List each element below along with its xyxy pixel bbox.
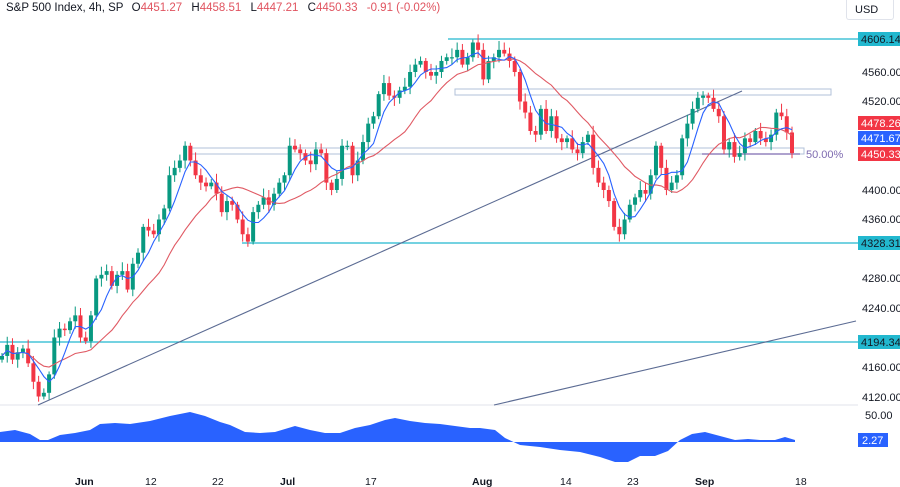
level-tag-4328: 4328.31 [861, 238, 900, 250]
candlestick-series [0, 34, 794, 402]
oscillator-value-tag-bg [858, 433, 888, 447]
ma-slow-tag-bg [858, 116, 900, 130]
low-label: L [250, 2, 257, 14]
high-label: H [191, 2, 200, 14]
level-tag-bg [858, 236, 900, 250]
ma-slow-tag: 4478.26 [861, 118, 900, 130]
oscillator-top-tick: 50.00 [865, 410, 893, 422]
price-tick: 4160.00 [862, 362, 900, 374]
price-tick: 4240.00 [862, 303, 900, 315]
time-label: Jul [280, 476, 295, 487]
resistance-zone[interactable] [454, 88, 832, 96]
level-tag-4194: 4194.34 [861, 337, 900, 349]
ma-fast-tag: 4471.67 [861, 133, 900, 145]
ma-fast-tag-bg [858, 131, 900, 145]
time-label: 23 [627, 476, 639, 487]
time-label: 14 [560, 476, 572, 487]
price-tick: 4280.00 [862, 273, 900, 285]
time-label: 17 [365, 476, 377, 487]
fib-50-label: 50.00% [806, 149, 844, 161]
time-label: Jun [75, 476, 94, 487]
trendline-lower[interactable] [493, 320, 857, 406]
symbol-legend: S&P 500 Index, 4h, SP O4451.27 H4458.51 … [6, 2, 446, 14]
level-tag-bg [858, 335, 900, 349]
oscillator-area [0, 412, 795, 462]
fast-moving-average-line [1, 52, 793, 383]
price-tick: 4120.00 [862, 392, 900, 404]
symbol-title[interactable]: S&P 500 Index, 4h, SP [6, 2, 124, 14]
level-tag-bg [858, 32, 900, 46]
price-tick: 4360.00 [862, 214, 900, 226]
currency-button[interactable]: USD [846, 0, 894, 20]
time-label: Sep [695, 476, 714, 487]
open-value: 4451.27 [140, 2, 183, 14]
time-label: 22 [212, 476, 224, 487]
price-tick: 4520.00 [862, 96, 900, 108]
time-label: 12 [145, 476, 157, 487]
slow-moving-average-line [1, 58, 793, 368]
price-tick: 4400.00 [862, 185, 900, 197]
high-value: 4458.51 [199, 2, 242, 14]
price-axis[interactable]: 4560.00 4520.00 4400.00 4360.00 4280.00 … [858, 32, 900, 447]
last-price-tag-bg [858, 147, 900, 161]
open-label: O [131, 2, 141, 14]
low-value: 4447.21 [256, 2, 299, 14]
oscillator-value-tag: 2.27 [862, 435, 883, 447]
close-label: C [307, 2, 316, 14]
last-price-tag: 4450.33 [861, 149, 900, 161]
time-axis[interactable]: Jun 12 22 Jul 17 Aug 14 23 Sep 18 [75, 476, 807, 487]
trendline-main[interactable] [37, 90, 743, 406]
time-label: 18 [795, 476, 807, 487]
change-value: -0.91 (-0.02%) [366, 2, 441, 14]
price-tick: 4560.00 [862, 67, 900, 79]
time-label: Aug [472, 476, 492, 487]
level-tag-4606: 4606.14 [861, 34, 900, 46]
close-value: 4450.33 [315, 2, 358, 14]
